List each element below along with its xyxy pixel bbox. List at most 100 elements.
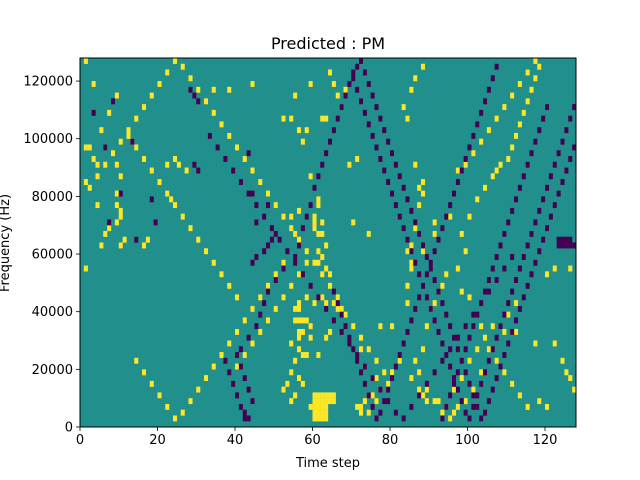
heatmap-cell-low bbox=[238, 363, 243, 370]
heatmap-cell-low bbox=[118, 190, 123, 197]
heatmap-cell-low bbox=[316, 173, 321, 180]
heatmap-cell-high bbox=[517, 121, 522, 128]
heatmap-cell-low bbox=[537, 127, 542, 134]
heatmap-cell-high bbox=[316, 409, 321, 416]
heatmap-cell-high bbox=[463, 248, 468, 255]
heatmap-cell-high bbox=[370, 392, 375, 399]
heatmap-cell-high bbox=[285, 380, 290, 387]
heatmap-cell-high bbox=[196, 236, 201, 243]
heatmap-cell-high bbox=[455, 265, 460, 272]
heatmap-cell-high bbox=[308, 334, 313, 341]
heatmap-cell-low bbox=[246, 415, 251, 422]
heatmap-cell-low bbox=[440, 340, 445, 347]
heatmap-cell-high bbox=[297, 346, 302, 353]
heatmap-cell-high bbox=[289, 225, 294, 232]
heatmap-cell-low bbox=[498, 323, 503, 330]
heatmap-cell-high bbox=[266, 317, 271, 324]
heatmap-cell-low bbox=[262, 248, 267, 255]
heatmap-cell-low bbox=[517, 265, 522, 272]
heatmap-cell-low bbox=[417, 271, 422, 278]
heatmap-cell-low bbox=[335, 115, 340, 122]
heatmap-cell-low bbox=[262, 213, 267, 220]
heatmap-cell-low bbox=[471, 323, 476, 330]
heatmap-cell-low bbox=[452, 190, 457, 197]
heatmap-cell-high bbox=[525, 403, 530, 410]
heatmap-cell-high bbox=[312, 392, 317, 399]
heatmap-cell-low bbox=[444, 352, 449, 358]
heatmap-cell-low bbox=[471, 403, 476, 410]
heatmap-cell-high bbox=[475, 196, 480, 203]
heatmap-cell-low bbox=[250, 259, 255, 266]
heatmap-cell-low bbox=[366, 81, 371, 87]
heatmap-cell-low bbox=[351, 69, 356, 76]
heatmap-cell-low bbox=[246, 334, 251, 341]
heatmap-cell-low bbox=[537, 207, 542, 214]
heatmap-cell-high bbox=[366, 346, 371, 353]
heatmap-cell-high bbox=[219, 271, 224, 278]
heatmap-cell-high bbox=[517, 81, 522, 87]
heatmap-cell-low bbox=[254, 219, 259, 226]
heatmap-cell-low bbox=[107, 219, 112, 226]
heatmap-cell-high bbox=[219, 352, 224, 358]
heatmap-cell-high bbox=[297, 271, 302, 278]
heatmap-cell-low bbox=[479, 380, 484, 387]
heatmap-cell-high bbox=[312, 225, 317, 232]
heatmap-cell-low bbox=[448, 392, 453, 399]
heatmap-cell-low bbox=[223, 357, 228, 364]
heatmap-cell-high bbox=[289, 115, 294, 122]
heatmap-cell-low bbox=[417, 230, 422, 237]
heatmap-cell-low bbox=[374, 144, 379, 151]
heatmap-cell-high bbox=[312, 398, 317, 405]
heatmap-cell-low bbox=[455, 386, 460, 393]
heatmap-cell-high bbox=[494, 115, 499, 122]
heatmap-cell-low bbox=[525, 242, 530, 249]
heatmap-cell-high bbox=[316, 398, 321, 405]
heatmap-cell-high bbox=[118, 207, 123, 214]
heatmap-cell-high bbox=[409, 242, 414, 249]
heatmap-cell-high bbox=[362, 398, 367, 405]
heatmap-cell-high bbox=[405, 282, 410, 289]
heatmap-cell-high bbox=[188, 398, 193, 405]
heatmap-cell-high bbox=[297, 300, 302, 307]
heatmap-cell-low bbox=[378, 409, 383, 416]
heatmap-cell-high bbox=[142, 104, 147, 111]
heatmap-cell-high bbox=[533, 340, 538, 347]
heatmap-cell-low bbox=[448, 323, 453, 330]
heatmap-cell-low bbox=[455, 179, 460, 185]
heatmap-cell-high bbox=[374, 357, 379, 364]
heatmap-cell-high bbox=[297, 305, 302, 312]
heatmap-cell-low bbox=[521, 173, 526, 180]
heatmap-cell-high bbox=[324, 334, 329, 341]
heatmap-cell-high bbox=[529, 86, 534, 93]
heatmap-cell-low bbox=[498, 363, 503, 370]
heatmap-cell-high bbox=[250, 340, 255, 347]
heatmap-cell-high bbox=[514, 132, 519, 139]
heatmap-cell-low bbox=[537, 248, 542, 255]
heatmap-cell-high bbox=[568, 265, 573, 272]
heatmap-cell-high bbox=[83, 58, 88, 64]
heatmap-cell-high bbox=[304, 127, 309, 134]
heatmap-cell-high bbox=[564, 369, 569, 376]
heatmap-cell-high bbox=[99, 127, 104, 134]
y-tick-label: 80000 bbox=[32, 190, 73, 205]
heatmap-cell-high bbox=[250, 305, 255, 312]
heatmap-cell-high bbox=[320, 398, 325, 405]
heatmap-cell-high bbox=[343, 86, 348, 93]
heatmap-cell-high bbox=[502, 328, 507, 335]
heatmap-cell-low bbox=[525, 282, 530, 289]
heatmap-cell-low bbox=[413, 219, 418, 226]
heatmap-cell-low bbox=[475, 392, 480, 399]
heatmap-cell-high bbox=[486, 127, 491, 134]
heatmap-cell-high bbox=[250, 81, 255, 87]
heatmap-cell-low bbox=[486, 86, 491, 93]
heatmap-cell-low bbox=[486, 277, 491, 284]
heatmap-cell-low bbox=[250, 190, 255, 197]
heatmap-cell-low bbox=[390, 190, 395, 197]
heatmap-cell-high bbox=[328, 398, 333, 405]
x-tick-label: 20 bbox=[149, 433, 166, 448]
heatmap-cell-high bbox=[471, 150, 476, 157]
heatmap-cell-high bbox=[316, 202, 321, 209]
heatmap-cell-high bbox=[173, 58, 178, 64]
